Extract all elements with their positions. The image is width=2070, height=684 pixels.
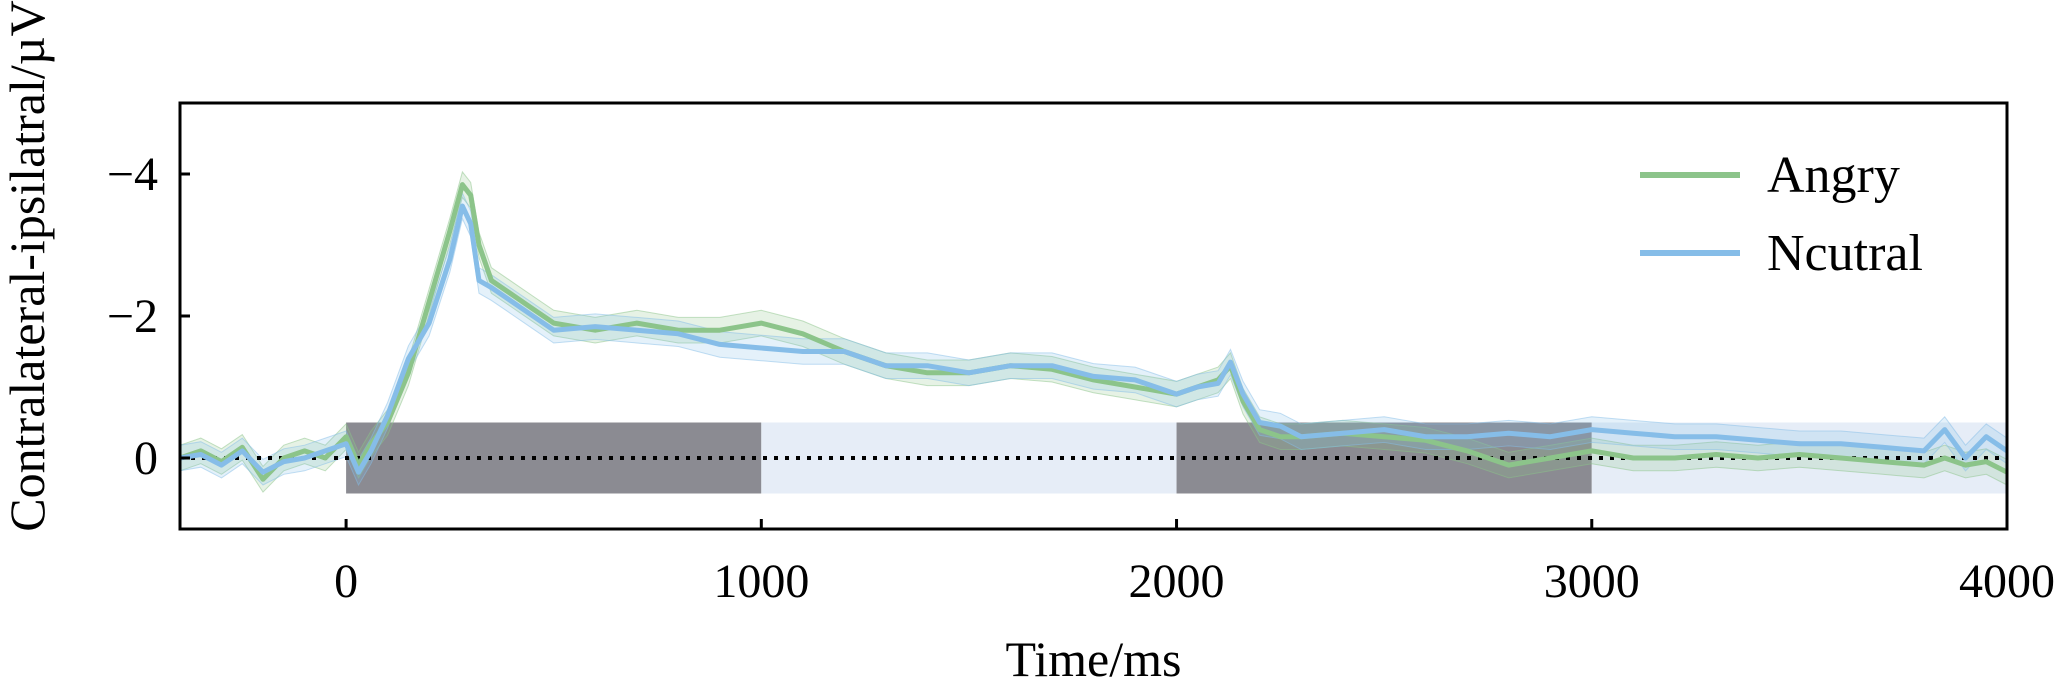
y-axis-ticks: −4 −2 0 xyxy=(107,148,190,485)
series-line-ncutral xyxy=(179,203,2009,475)
background-band-light xyxy=(761,422,1177,494)
y-tick-label: −2 xyxy=(107,290,158,343)
x-tick-label: 1000 xyxy=(713,555,809,608)
y-axis-title: Contralateral-ipsilatral/µV xyxy=(0,0,55,531)
legend-label-ncutral: Ncutral xyxy=(1767,225,1923,282)
x-tick-label: 3000 xyxy=(1544,555,1640,608)
legend-label-angry: Angry xyxy=(1767,147,1900,204)
y-tick-label: −4 xyxy=(107,148,158,201)
x-axis-ticks: 0 1000 2000 3000 4000 xyxy=(334,519,2055,608)
x-axis-title: Time/ms xyxy=(1005,631,1181,684)
series-lines xyxy=(179,182,2009,482)
y-tick-label: 0 xyxy=(134,432,158,485)
x-tick-label: 2000 xyxy=(1129,555,1225,608)
x-tick-label: 0 xyxy=(334,555,358,608)
background-band-dark xyxy=(346,422,762,494)
x-tick-label: 4000 xyxy=(1959,555,2055,608)
legend: Angry Ncutral xyxy=(1640,147,1923,282)
